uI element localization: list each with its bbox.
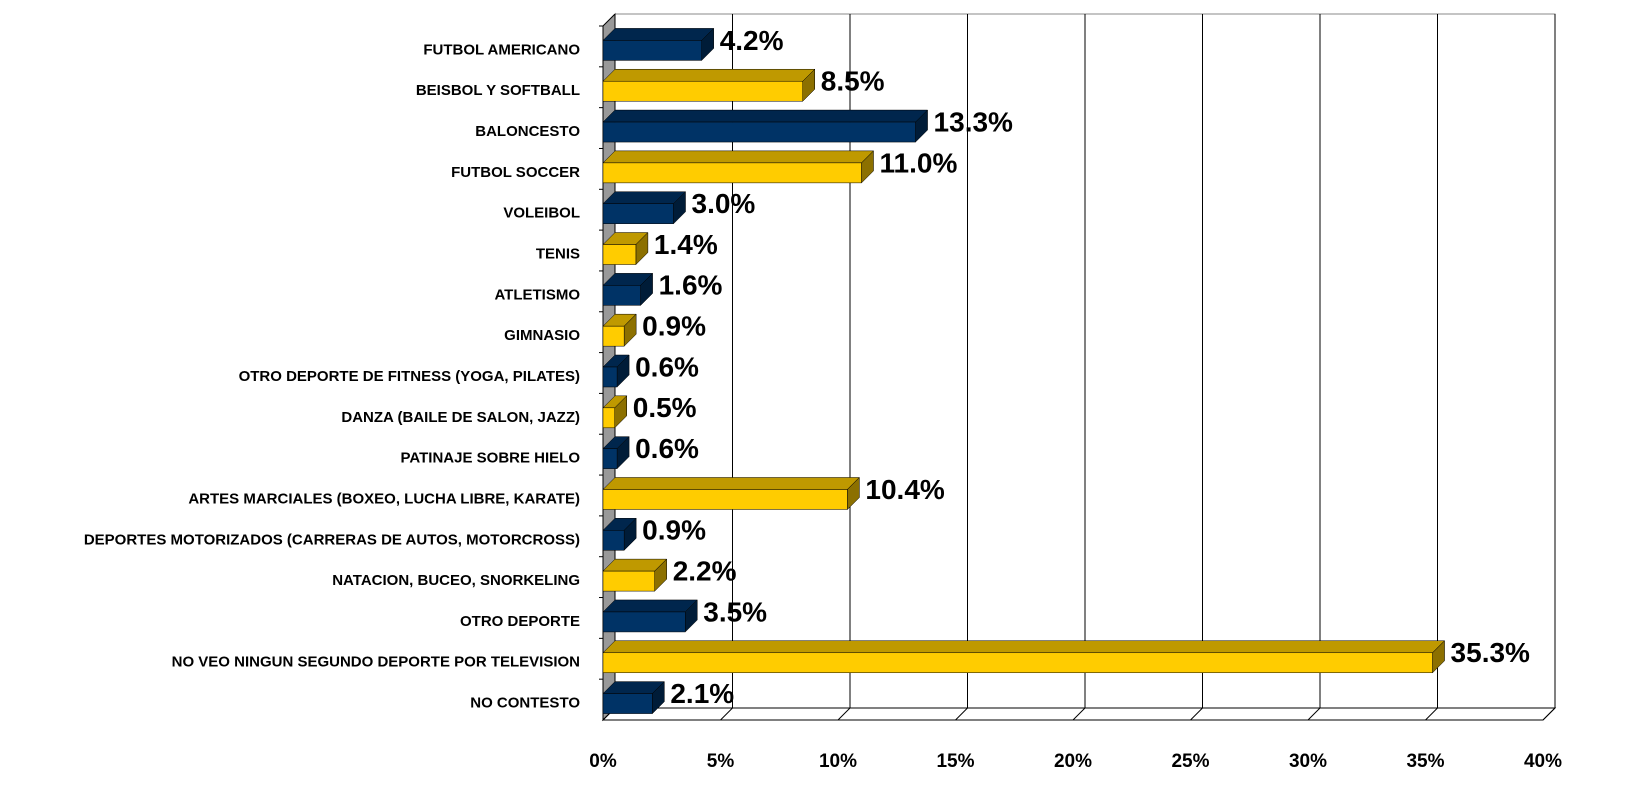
value-label: 0.6% <box>635 351 699 382</box>
bar <box>602 489 848 510</box>
y-tick-label: NO CONTESTO <box>470 695 580 712</box>
value-label: 0.9% <box>642 311 706 342</box>
value-label: 2.1% <box>670 678 734 709</box>
y-tick-label: BEISBOL Y SOFTBALL <box>416 82 580 99</box>
y-tick-label: ARTES MARCIALES (BOXEO, LUCHA LIBRE, KAR… <box>188 490 580 507</box>
bar <box>602 162 862 184</box>
bar <box>602 570 655 592</box>
bar <box>602 203 674 224</box>
y-tick-label: FUTBOL SOCCER <box>451 164 580 181</box>
y-tick-label: BALONCESTO <box>475 123 580 140</box>
y-tick-label: OTRO DEPORTE <box>460 613 580 630</box>
value-label: 8.5% <box>821 66 885 97</box>
x-tick-label: 20% <box>1054 751 1092 772</box>
value-label: 0.9% <box>642 515 706 546</box>
x-tick-label: 30% <box>1289 751 1327 772</box>
bar-top <box>602 28 715 41</box>
value-label: 10.4% <box>865 474 944 505</box>
bar <box>602 121 916 143</box>
value-label: 11.0% <box>880 147 958 178</box>
tick-mark <box>955 707 968 721</box>
tick-mark <box>1307 707 1321 721</box>
bar-top <box>602 109 929 123</box>
value-label: 1.4% <box>654 229 718 260</box>
tick-mark <box>1190 707 1203 721</box>
bar <box>602 285 641 306</box>
value-label: 3.0% <box>692 188 756 219</box>
x-tick-label: 25% <box>1171 751 1209 772</box>
bar <box>602 80 803 102</box>
x-tick-label: 0% <box>589 751 617 772</box>
x-tick-label: 10% <box>819 751 857 772</box>
tick-mark <box>1072 707 1086 721</box>
bar <box>602 448 618 469</box>
bar-top <box>602 191 687 204</box>
tick-mark <box>1425 707 1438 721</box>
bar <box>602 325 625 347</box>
y-tick-label: VOLEIBOL <box>503 205 580 222</box>
value-label: 1.6% <box>659 270 723 301</box>
bar-top <box>602 599 698 613</box>
bar <box>602 693 653 714</box>
bar <box>602 244 637 265</box>
value-label: 0.6% <box>635 433 699 464</box>
bar <box>602 611 686 633</box>
x-tick-label: 15% <box>936 751 974 772</box>
y-tick-label: DEPORTES MOTORIZADOS (CARRERAS DE AUTOS,… <box>84 531 580 548</box>
value-label: 35.3% <box>1451 637 1530 668</box>
tick-mark <box>837 707 851 721</box>
value-label: 2.2% <box>673 556 737 587</box>
value-label: 4.2% <box>720 25 784 56</box>
y-tick-label: NO VEO NINGUN SEGUNDO DEPORTE POR TELEVI… <box>172 654 580 671</box>
bar <box>602 40 702 61</box>
bar-top <box>602 477 861 490</box>
bar <box>602 366 618 388</box>
bar-top <box>602 640 1446 654</box>
bar <box>602 530 625 551</box>
y-tick-label: NATACION, BUCEO, SNORKELING <box>332 572 580 589</box>
bar-top <box>602 68 816 82</box>
value-label: 0.5% <box>633 392 697 423</box>
x-tick-label: 35% <box>1406 751 1444 772</box>
value-label: 13.3% <box>934 106 1013 137</box>
value-label: 3.5% <box>703 596 767 627</box>
y-tick-label: ATLETISMO <box>494 286 580 303</box>
x-tick-label: 5% <box>707 751 735 772</box>
y-tick-label: TENIS <box>536 245 580 262</box>
tick-mark <box>720 707 733 721</box>
y-tick-label: OTRO DEPORTE DE FITNESS (YOGA, PILATES) <box>239 368 580 385</box>
y-tick-label: GIMNASIO <box>504 327 580 344</box>
bar-top <box>602 150 875 164</box>
y-tick-label: DANZA (BAILE DE SALON, JAZZ) <box>341 409 580 426</box>
bar <box>602 407 615 429</box>
y-tick-label: PATINAJE SOBRE HIELO <box>401 450 581 467</box>
y-tick-label: FUTBOL AMERICANO <box>423 41 580 58</box>
tick-mark <box>1542 707 1556 721</box>
x-tick-label: 40% <box>1524 751 1562 772</box>
bar <box>602 652 1433 674</box>
